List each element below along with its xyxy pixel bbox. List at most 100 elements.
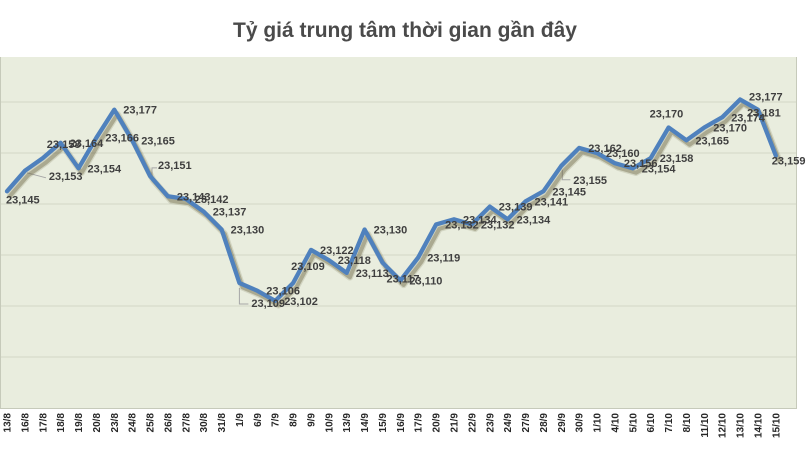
data-label: 23,160 (606, 148, 640, 160)
data-label: 23,143 (177, 191, 211, 203)
x-axis-label: 10/9 (324, 413, 335, 433)
data-label: 23,118 (338, 255, 371, 267)
data-label: 23,145 (6, 194, 40, 206)
data-label: 23,139 (499, 202, 533, 214)
x-axis-label: 15/10 (771, 413, 782, 438)
x-axis-label: 30/9 (575, 413, 586, 433)
data-label: 23,154 (642, 163, 677, 175)
data-label: 23,106 (266, 286, 300, 298)
series-line (4, 97, 778, 304)
data-label: 23,170 (650, 109, 684, 121)
label-leader-line (26, 172, 47, 179)
data-label: 23,137 (213, 207, 247, 219)
x-axis-label: 13/9 (342, 413, 353, 433)
x-axis-label: 24/8 (128, 413, 139, 433)
x-axis-label: 21/9 (450, 413, 461, 433)
data-label: 23,119 (427, 253, 460, 265)
data-label: 23,145 (552, 186, 586, 198)
data-label: 23,109 (291, 261, 325, 273)
x-axis-label: 11/10 (700, 413, 711, 438)
x-axis-label: 14/9 (360, 413, 371, 433)
label-leaders-layer (26, 167, 571, 305)
data-label: 23,134 (463, 214, 498, 226)
label-leader-line (238, 288, 249, 305)
x-axis-label: 6/9 (253, 413, 264, 427)
x-axis-label: 4/10 (610, 413, 621, 433)
data-label: 23,122 (320, 245, 354, 257)
x-axis-label: 12/10 (718, 413, 729, 438)
series-layer (4, 97, 783, 309)
x-axis-label: 20/8 (92, 413, 103, 433)
data-label: 23,164 (70, 138, 105, 150)
data-label: 23,177 (123, 105, 157, 117)
data-label: 23,132 (445, 219, 479, 231)
x-axis-label: 28/9 (539, 413, 550, 433)
data-label: 23,109 (251, 298, 285, 310)
x-axis-label: 16/8 (20, 413, 31, 433)
data-label: 23,162 (588, 143, 622, 155)
plot-area (0, 57, 797, 408)
x-axis-label: 23/8 (110, 413, 121, 433)
label-leader-line (151, 167, 157, 177)
x-axis-label: 19/8 (74, 413, 85, 433)
data-label: 23,174 (731, 112, 766, 124)
x-axis-label: 13/8 (3, 413, 14, 433)
data-label: 23,158 (660, 153, 694, 165)
x-axis-label: 20/9 (432, 413, 443, 433)
x-axis-label: 1/10 (593, 413, 604, 433)
data-labels-layer: 23,14523,15323,15823,16423,15423,16623,1… (6, 92, 805, 310)
gridlines-layer (0, 57, 797, 409)
x-axis-label: 31/8 (217, 413, 228, 433)
data-label: 23,170 (713, 123, 747, 135)
data-label: 23,117 (387, 274, 420, 286)
chart-title: Tỷ giá trung tâm thời gian gần đây (233, 19, 577, 42)
x-axis-label: 16/9 (396, 413, 407, 433)
data-label: 23,130 (231, 225, 265, 237)
x-axis-label: 8/10 (682, 413, 693, 433)
x-axis-label: 7/9 (271, 413, 282, 427)
data-label: 23,159 (772, 156, 806, 168)
data-label: 23,154 (88, 163, 123, 175)
data-label: 23,113 (356, 268, 389, 280)
x-axis-label: 5/10 (628, 413, 639, 433)
x-axis-label: 27/8 (181, 413, 192, 433)
data-label: 23,151 (158, 160, 192, 172)
data-label: 23,158 (47, 139, 81, 151)
data-label: 23,141 (535, 196, 569, 208)
x-axis-label: 15/9 (378, 413, 389, 433)
x-axis-label: 17/8 (38, 413, 49, 433)
x-axis-label: 22/9 (467, 413, 478, 433)
data-label: 23,130 (374, 225, 408, 237)
data-label: 23,132 (481, 219, 515, 231)
data-label: 23,153 (49, 171, 83, 183)
data-label: 23,165 (141, 135, 175, 147)
x-axis-label: 1/9 (235, 413, 246, 427)
x-axis-label: 23/9 (485, 413, 496, 433)
x-axis-label: 8/9 (289, 413, 300, 427)
data-label: 23,142 (195, 194, 229, 206)
x-axis-label: 17/9 (414, 413, 425, 433)
x-axis-label: 6/10 (646, 413, 657, 433)
data-label: 23,155 (573, 175, 607, 187)
data-label: 23,181 (747, 108, 781, 120)
x-axis-label: 30/8 (199, 413, 210, 433)
x-axis-label: 26/8 (163, 413, 174, 433)
x-axis-label: 18/8 (56, 413, 67, 433)
data-label: 23,156 (624, 158, 658, 170)
data-label: 23,165 (695, 135, 729, 147)
x-axis-label: 13/10 (736, 413, 747, 438)
data-label: 23,166 (105, 133, 139, 145)
x-axis-label: 27/9 (521, 413, 532, 433)
x-axis-label: 24/9 (503, 413, 514, 433)
x-axis-label: 29/9 (557, 413, 568, 433)
x-axis-label: 9/9 (307, 413, 318, 427)
x-axis-labels-layer: 13/8 16/8 17/8 18/8 19/8 20/8 23/8 24/8 25/8 26/8… (3, 413, 783, 438)
data-label: 23,110 (409, 276, 442, 288)
data-label: 23,102 (284, 296, 318, 308)
data-label: 23,134 (517, 214, 552, 226)
data-label: 23,177 (749, 92, 783, 104)
x-axis-label: 14/10 (754, 413, 765, 438)
x-axis-label: 7/10 (664, 413, 675, 433)
